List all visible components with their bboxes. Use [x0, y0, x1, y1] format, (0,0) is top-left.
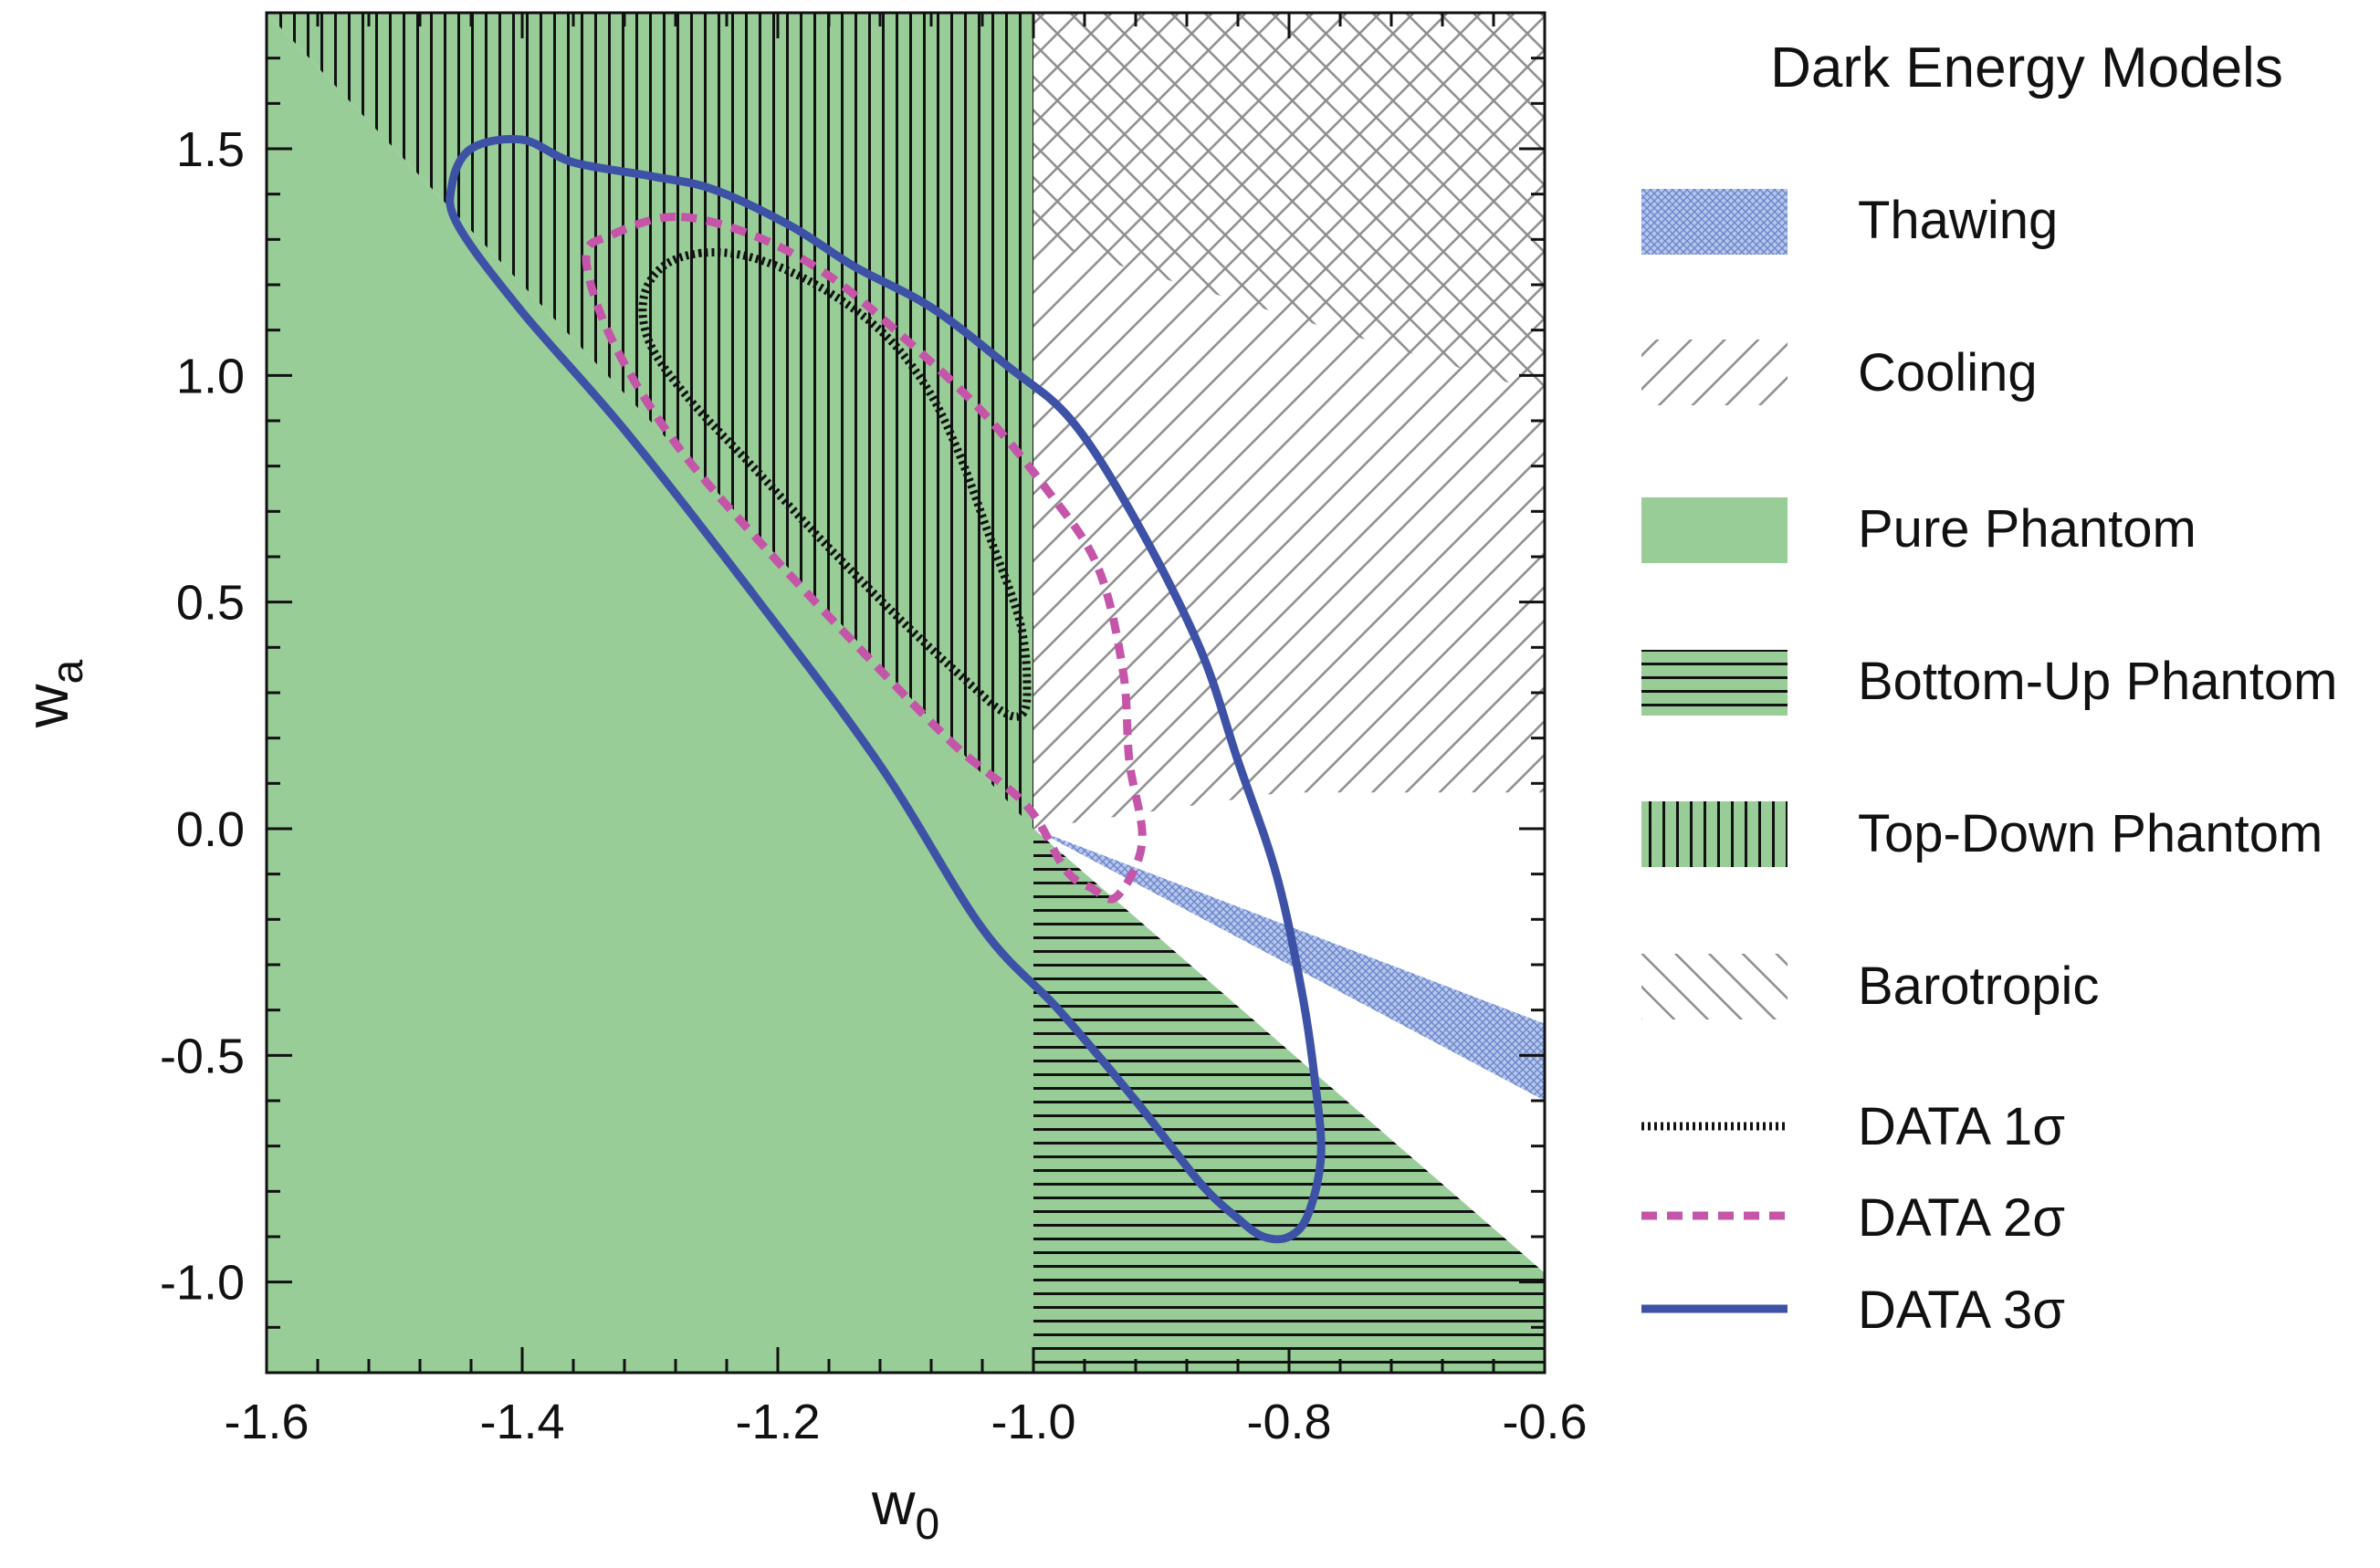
x-axis-label-subscript: 0 — [915, 1500, 939, 1549]
legend-label-cooling: Cooling — [1858, 343, 2038, 402]
y-axis-label-subscript: a — [44, 660, 92, 685]
legend-entry-data-3-sigma: DATA 3σ — [1641, 1281, 2065, 1340]
y-tick-label: 1.0 — [176, 349, 245, 403]
legend-entry-data-2-sigma: DATA 2σ — [1641, 1188, 2065, 1248]
legend-label-data-2-sigma: DATA 2σ — [1858, 1188, 2065, 1248]
legend-label-top-down-phantom: Top-Down Phantom — [1858, 804, 2322, 863]
legend-title: Dark Energy Models — [1770, 37, 2283, 99]
legend-swatch-pure-phantom — [1641, 497, 1788, 563]
legend-label-thawing: Thawing — [1858, 191, 2058, 250]
y-axis-label: wa — [13, 660, 92, 729]
legend-label-bottom-up-phantom: Bottom-Up Phantom — [1858, 652, 2337, 711]
legend-swatch-thawing — [1641, 189, 1788, 255]
model-regions — [267, 13, 1545, 1373]
plot-area — [265, 11, 1546, 1375]
y-axis: -1.0 -0.5 0.0 0.5 1.0 1.5 wa — [13, 122, 245, 1311]
y-tick-label: 0.0 — [176, 802, 245, 857]
contour-1-sigma — [638, 247, 1032, 721]
legend-swatch-barotropic — [1641, 954, 1788, 1019]
y-tick-labels: -1.0 -0.5 0.0 0.5 1.0 1.5 — [160, 122, 245, 1311]
legend-swatch-cooling — [1641, 340, 1788, 405]
x-axis-label: w0 — [871, 1469, 939, 1549]
legend-entry-barotropic: Barotropic — [1641, 954, 2099, 1019]
legend: Dark Energy Models Thawing Cooling Pure … — [1641, 37, 2337, 1340]
legend-label-barotropic: Barotropic — [1858, 956, 2099, 1016]
y-tick-label: 1.5 — [176, 122, 245, 177]
region-barotropic — [1033, 13, 1545, 394]
legend-entry-pure-phantom: Pure Phantom — [1641, 497, 2197, 563]
legend-label-data-1-sigma: DATA 1σ — [1858, 1097, 2065, 1156]
y-tick-label: -1.0 — [160, 1256, 245, 1311]
legend-entry-top-down-phantom: Top-Down Phantom — [1641, 801, 2322, 867]
x-tick-labels: -1.6 -1.4 -1.2 -1.0 -0.8 -0.6 — [224, 1395, 1587, 1449]
region-thawing — [1033, 829, 1545, 1101]
contour-3-sigma — [446, 134, 1326, 1244]
legend-label-data-3-sigma: DATA 3σ — [1858, 1281, 2065, 1340]
x-tick-label: -1.6 — [224, 1395, 309, 1449]
legend-entry-data-1-sigma: DATA 1σ — [1641, 1097, 2065, 1156]
y-tick-label: -0.5 — [160, 1029, 245, 1083]
contour-2-sigma — [582, 212, 1147, 904]
x-tick-label: -0.8 — [1246, 1395, 1331, 1449]
y-axis-label-main: w — [13, 684, 80, 728]
legend-entry-cooling: Cooling — [1641, 340, 2038, 405]
x-axis-label-main: w — [871, 1469, 916, 1537]
x-tick-label: -1.4 — [479, 1395, 564, 1449]
legend-swatch-bottom-up-phantom — [1641, 650, 1788, 716]
y-tick-label: 0.5 — [176, 576, 245, 631]
x-tick-label: -0.6 — [1502, 1395, 1587, 1449]
legend-swatch-top-down-phantom — [1641, 801, 1788, 867]
region-pure-phantom — [267, 13, 1033, 1373]
legend-entry-bottom-up-phantom: Bottom-Up Phantom — [1641, 650, 2337, 716]
x-tick-label: -1.2 — [735, 1395, 820, 1449]
x-axis: -1.6 -1.4 -1.2 -1.0 -0.8 -0.6 w0 — [224, 1395, 1587, 1549]
axis-ticks — [265, 11, 1546, 1375]
legend-entry-thawing: Thawing — [1641, 189, 2058, 255]
data-contours — [446, 134, 1326, 1244]
legend-label-pure-phantom: Pure Phantom — [1858, 499, 2197, 559]
x-tick-label: -1.0 — [991, 1395, 1075, 1449]
region-bottom-up-phantom — [1033, 829, 1545, 1373]
